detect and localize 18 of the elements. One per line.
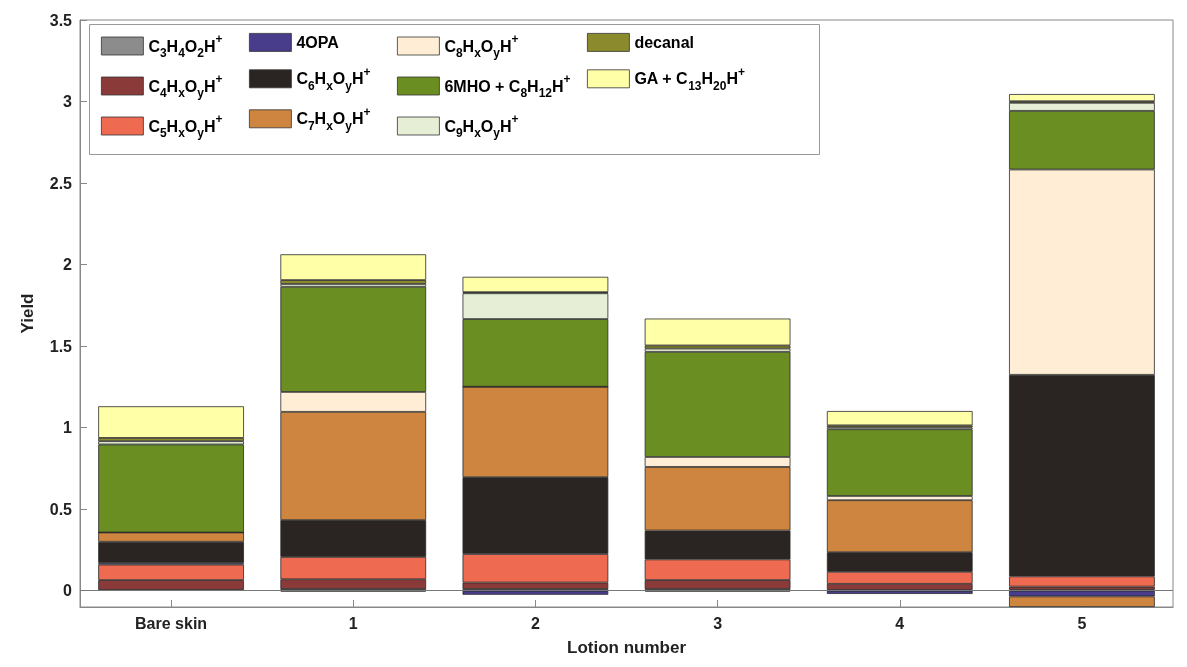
x-axis-title: Lotion number: [567, 638, 687, 657]
y-tick-label: 0: [63, 582, 73, 600]
x-tick-label: 4: [895, 614, 905, 632]
x-tick-label: 1: [348, 614, 358, 632]
y-axis-title: Yield: [18, 293, 37, 334]
x-tick-label: 3: [713, 614, 723, 632]
y-tick-label: 3: [63, 93, 73, 111]
x-tick-label: 5: [1077, 614, 1087, 632]
x-tick-label: Bare skin: [135, 614, 208, 632]
y-tick-label: 3.5: [49, 11, 73, 29]
y-tick-label: 2: [63, 256, 73, 274]
legend-label: 4OPA: [296, 33, 340, 51]
x-tick-label: 2: [530, 614, 540, 632]
y-tick-label: 2.5: [49, 174, 73, 192]
legend-label: decanal: [634, 33, 694, 51]
y-tick-label: 0.5: [49, 500, 73, 518]
y-tick-label: 1.5: [49, 337, 73, 355]
y-tick-label: 1: [63, 419, 73, 437]
